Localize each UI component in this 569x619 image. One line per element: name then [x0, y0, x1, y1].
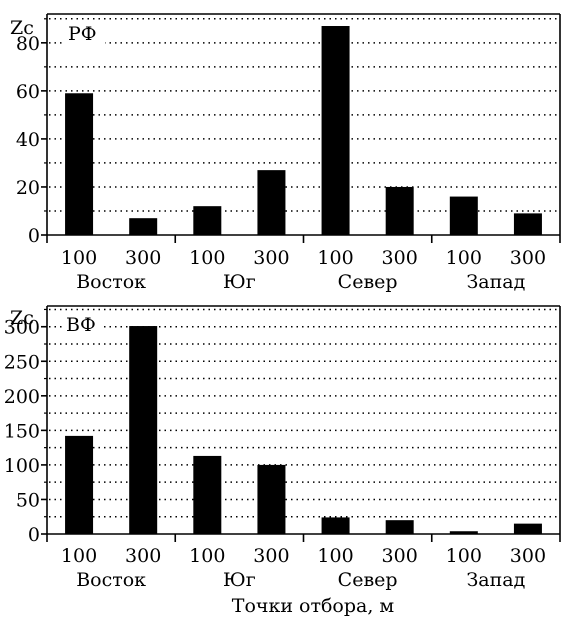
x-tick-label: 300: [253, 545, 289, 567]
bar: [385, 186, 414, 235]
bar: [449, 531, 478, 534]
bar: [321, 26, 350, 236]
group-label: Юг: [223, 271, 256, 293]
bar: [65, 435, 94, 534]
y-tick-label: 250: [4, 351, 40, 373]
y-tick-label: 300: [4, 317, 40, 339]
bar: [257, 464, 286, 534]
bar: [193, 455, 222, 534]
bar: [129, 218, 158, 235]
panel-label-background: [63, 314, 103, 336]
x-tick-label: 100: [61, 247, 97, 269]
panel-label-background: [65, 23, 105, 45]
y-tick-label: 20: [16, 177, 40, 199]
group-label: Юг: [223, 569, 256, 591]
y-tick-label: 0: [28, 225, 40, 247]
group-label: Восток: [76, 569, 146, 591]
group-label: Север: [338, 569, 398, 591]
bar: [513, 213, 542, 235]
bar: [385, 520, 414, 534]
x-tick-label: 100: [61, 545, 97, 567]
x-tick-label: 300: [510, 545, 546, 567]
x-tick-label: 300: [382, 247, 418, 269]
panel-label: РФ: [68, 23, 97, 45]
y-axis-label: Zc: [10, 307, 34, 329]
panel-label: ВФ: [66, 314, 96, 336]
bar: [193, 206, 222, 235]
x-tick-label: 300: [510, 247, 546, 269]
x-tick-label: 300: [253, 247, 289, 269]
bar: [257, 170, 286, 235]
y-tick-label: 0: [28, 524, 40, 546]
x-tick-label: 100: [317, 545, 353, 567]
y-tick-label: 60: [16, 81, 40, 103]
bar: [129, 326, 158, 534]
x-tick-label: 300: [382, 545, 418, 567]
y-axis-label: Zc: [10, 17, 34, 39]
y-tick-label: 40: [16, 129, 40, 151]
bar: [513, 523, 542, 534]
group-label: Восток: [76, 271, 146, 293]
bar: [449, 196, 478, 235]
y-tick-label: 150: [4, 420, 40, 442]
y-tick-label: 200: [4, 386, 40, 408]
x-tick-label: 100: [189, 545, 225, 567]
x-tick-label: 100: [446, 545, 482, 567]
x-tick-label: 100: [446, 247, 482, 269]
bar: [65, 93, 94, 236]
bar: [321, 517, 350, 534]
group-label: Запад: [466, 271, 525, 293]
x-axis-label: Точки отбора, м: [232, 595, 395, 617]
x-tick-label: 300: [125, 545, 161, 567]
x-tick-label: 100: [189, 247, 225, 269]
x-tick-label: 100: [317, 247, 353, 269]
y-tick-label: 80: [16, 33, 40, 55]
group-label: Север: [338, 271, 398, 293]
x-tick-label: 300: [125, 247, 161, 269]
y-tick-label: 100: [4, 455, 40, 477]
group-label: Запад: [466, 569, 525, 591]
y-tick-label: 50: [16, 489, 40, 511]
